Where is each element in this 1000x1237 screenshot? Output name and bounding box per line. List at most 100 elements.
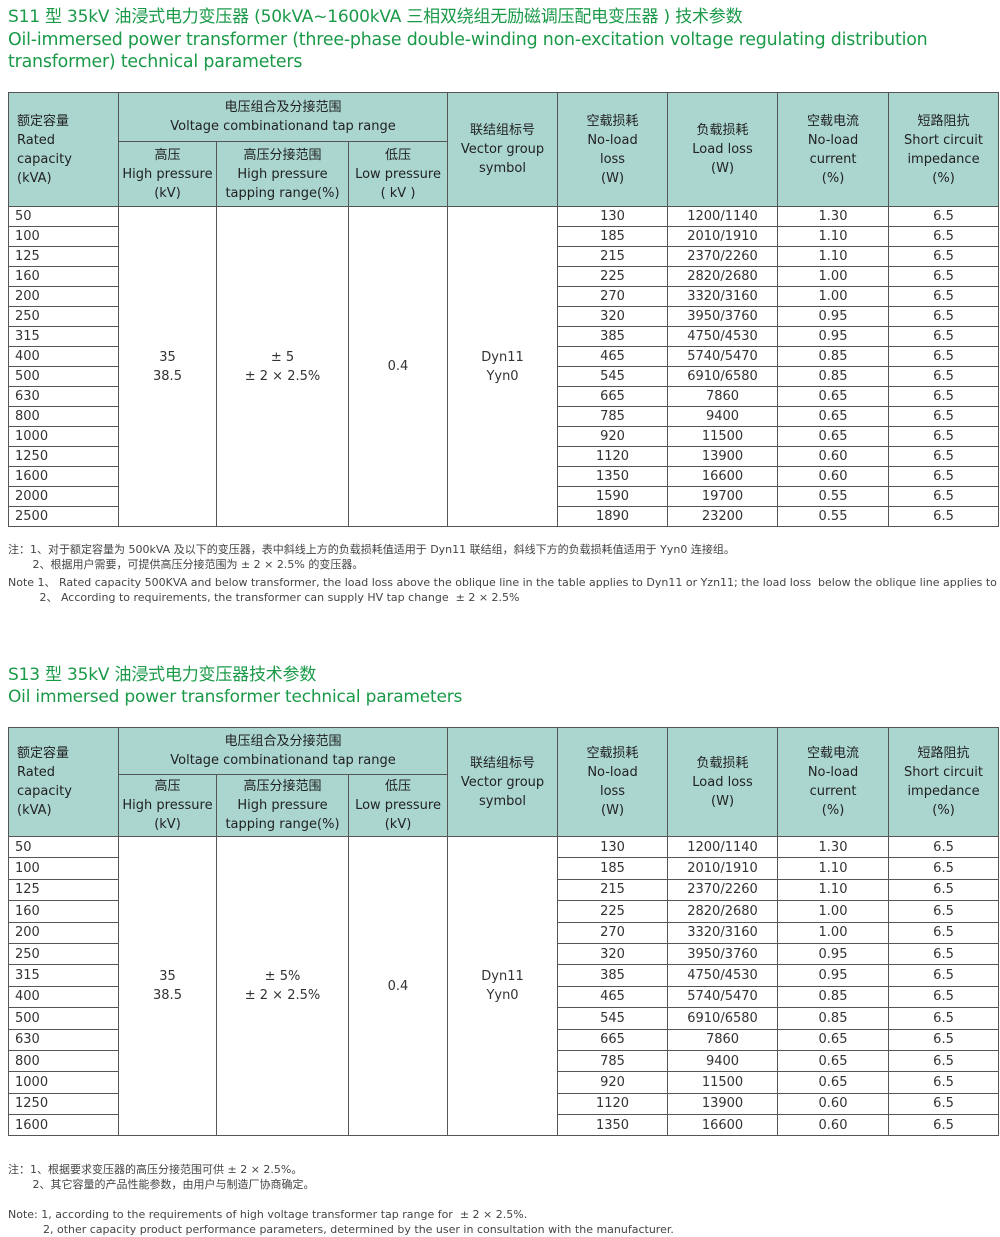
header-noload_current: 空载电流 No-load current (%) [777,92,890,207]
cell-noload-current: 0.85 [777,366,890,387]
header-line: High pressure [122,798,213,813]
table-row: 200 270 3320/3160 1.00 6.5 [8,921,1000,944]
cell-load-loss: 1200/1140 [667,835,779,859]
merged-value: ± 5% [264,969,301,985]
cell-noload-current: 0.60 [777,1114,890,1137]
cell-noload-current: 0.95 [777,964,890,987]
cell-capacity: 2000 [8,486,119,507]
cell-impedance: 6.5 [888,1007,1000,1030]
cell-noload-loss: 215 [557,878,669,902]
cell-load-loss: 9400 [667,1049,779,1073]
header-hv_tap: 高压分接范围 High pressure tapping range(%) [216,774,349,837]
header-line: Vector group [460,774,545,790]
cell-noload-current: 0.65 [777,1049,890,1073]
cell-vector: Dyn11 Yyn0 [447,835,559,1137]
cell-load-loss: 5740/5470 [667,985,779,1009]
header-line: 高压 [154,779,181,794]
header-line: capacity [17,151,72,167]
s11-parameters-table: 额定容量 Rated capacity (kVA) 电压组合及分接范围 Voltage c… [8,92,1000,527]
table-row: 2500 1890 23200 0.55 6.5 [8,506,1000,527]
s11-title-cn: S11 型 35kV 油浸式电力变压器 (50kVA~1600kVA 三相双绕组… [8,7,743,27]
cell-noload-loss: 785 [557,406,669,427]
s11-title-en: Oil-immersed power transformer (three-ph… [8,30,928,72]
cell-noload-current: 0.95 [777,942,890,966]
cell-noload-current: 1.00 [777,286,890,307]
cell-capacity: 100 [8,226,119,247]
cell-noload-loss: 1350 [557,466,669,487]
cell-noload-loss: 270 [557,921,669,944]
cell-load-loss: 2370/2260 [667,246,779,267]
cell-load-loss: 16600 [667,466,779,487]
cell-load-loss: 2010/1910 [667,857,779,880]
cell-load-loss: 6910/6580 [667,1007,779,1030]
cell-noload-current: 0.65 [777,426,890,447]
cell-impedance: 6.5 [888,246,1000,267]
merged-value: Yyn0 [486,988,519,1004]
s13-parameters-table: 额定容量 Rated capacity (kVA) 电压组合及分接范围 Voltage c… [8,727,1000,1137]
cell-impedance: 6.5 [888,386,1000,407]
cell-load-loss: 2820/2680 [667,900,779,923]
cell-noload-loss: 545 [557,366,669,387]
cell-impedance: 6.5 [888,942,1000,966]
cell-capacity: 315 [8,964,119,987]
cell-impedance: 6.5 [888,426,1000,447]
cell-noload-current: 0.85 [777,985,890,1009]
cell-noload-current: 0.60 [777,1092,890,1116]
header-line: (kV) [154,817,181,832]
cell-capacity: 100 [8,857,119,880]
cell-capacity: 1600 [8,466,119,487]
cell-noload-loss: 385 [557,326,669,347]
cell-noload-current: 1.10 [777,857,890,880]
cell-capacity: 800 [8,406,119,427]
header-line: 空载损耗 [586,746,639,761]
header-hv_tap: 高压分接范围 High pressure tapping range(%) [216,141,349,207]
header-voltage-group: 电压组合及分接范围 Voltage combinationand tap rang… [117,92,449,142]
cell-capacity: 160 [8,266,119,287]
cell-load-loss: 13900 [667,1092,779,1116]
cell-capacity: 400 [8,985,119,1009]
header-line: (W) [601,170,625,186]
cell-load-loss: 3950/3760 [667,306,779,327]
header-line: Voltage combinationand tap range [170,119,396,134]
merged-value: 35 [159,349,176,365]
cell-noload-current: 0.65 [777,406,890,427]
cell-impedance: 6.5 [888,1092,1000,1116]
header-line: current [809,784,857,799]
header-line: 联结组标号 [470,123,536,138]
cell-impedance: 6.5 [888,1028,1000,1051]
cell-capacity: 200 [8,286,119,307]
header-line: ( kV ) [380,185,416,201]
header-line: 负载损耗 [696,755,749,771]
cell-noload-loss: 130 [557,835,669,859]
table-row: 800 785 9400 0.65 6.5 [8,406,1000,427]
header-line: Low pressure [355,798,441,813]
cell-lv: 0.4 [347,206,449,527]
header-line: 额定容量 [17,746,70,761]
header-capacity: 额定容量 Rated capacity (kVA) [8,727,119,837]
header-hv: 高压 High pressure (kV) [118,141,217,207]
table-row: 1250 1120 13900 0.60 6.5 [8,1092,1000,1116]
header-line: symbol [479,161,526,176]
cell-capacity: 250 [8,942,119,966]
cell-impedance: 6.5 [888,985,1000,1009]
cell-impedance: 6.5 [888,346,1000,367]
cell-vector: Dyn11 Yyn0 [447,206,559,527]
merged-value: ± 2 × 2.5% [244,368,321,384]
header-voltage-group: 电压组合及分接范围 Voltage combinationand tap rang… [117,727,449,775]
table-row: 1600 1350 16600 0.60 6.5 [8,1114,1000,1137]
cell-noload-loss: 1350 [557,1114,669,1137]
cell-capacity: 315 [8,326,119,347]
s13-title-cn: S13 型 35kV 油浸式电力变压器技术参数 [8,665,317,685]
header-line: Low pressure [355,166,441,182]
cell-impedance: 6.5 [888,446,1000,467]
header-line: (W) [601,803,625,818]
header-noload_loss: 空载损耗 No-load loss (W) [557,727,669,837]
cell-load-loss: 19700 [667,486,779,507]
header-line: loss [599,151,626,167]
header-line: tapping range(%) [225,185,340,201]
cell-noload-current: 0.85 [777,346,890,367]
cell-capacity: 2500 [8,506,119,527]
header-line: (kVA) [17,803,52,818]
cell-capacity: 160 [8,900,119,923]
header-line: No-load [587,132,638,148]
